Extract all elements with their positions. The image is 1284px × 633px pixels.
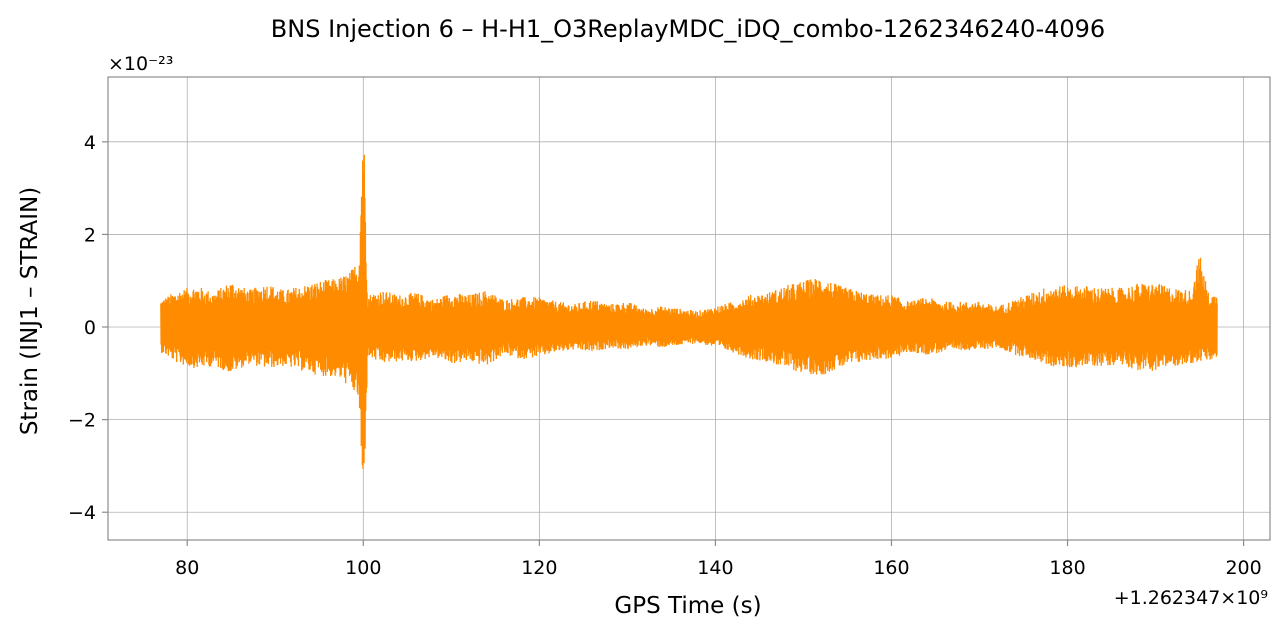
x-tick-label: 140 [697,557,733,579]
x-tick-label: 160 [873,557,909,579]
strain-line [160,154,1218,469]
y-tick-label: −4 [68,502,96,524]
x-tick-label: 80 [175,557,199,579]
x-tick-label: 120 [521,557,557,579]
x-tick-label: 100 [345,557,381,579]
strain-series [160,154,1218,469]
y-tick-label: −2 [68,410,96,432]
y-scale-multiplier: ×10⁻²³ [108,53,173,75]
y-axis-label: Strain (INJ1 – STRAIN) [17,187,43,435]
axis-ticks: 80 100 120 140 160 180 200 −4 −2 0 2 4 [68,132,1262,579]
y-tick-label: 0 [84,317,96,339]
plot-frame [107,76,1271,541]
chart-title: BNS Injection 6 – H-H1_O3ReplayMDC_iDQ_c… [271,15,1105,43]
x-offset-label: +1.262347×10⁹ [1114,587,1268,609]
x-tick-label: 200 [1225,557,1261,579]
y-tick-label: 2 [84,224,96,246]
y-tick-label: 4 [84,132,96,154]
x-tick-label: 180 [1049,557,1085,579]
x-axis-label: GPS Time (s) [614,593,761,619]
